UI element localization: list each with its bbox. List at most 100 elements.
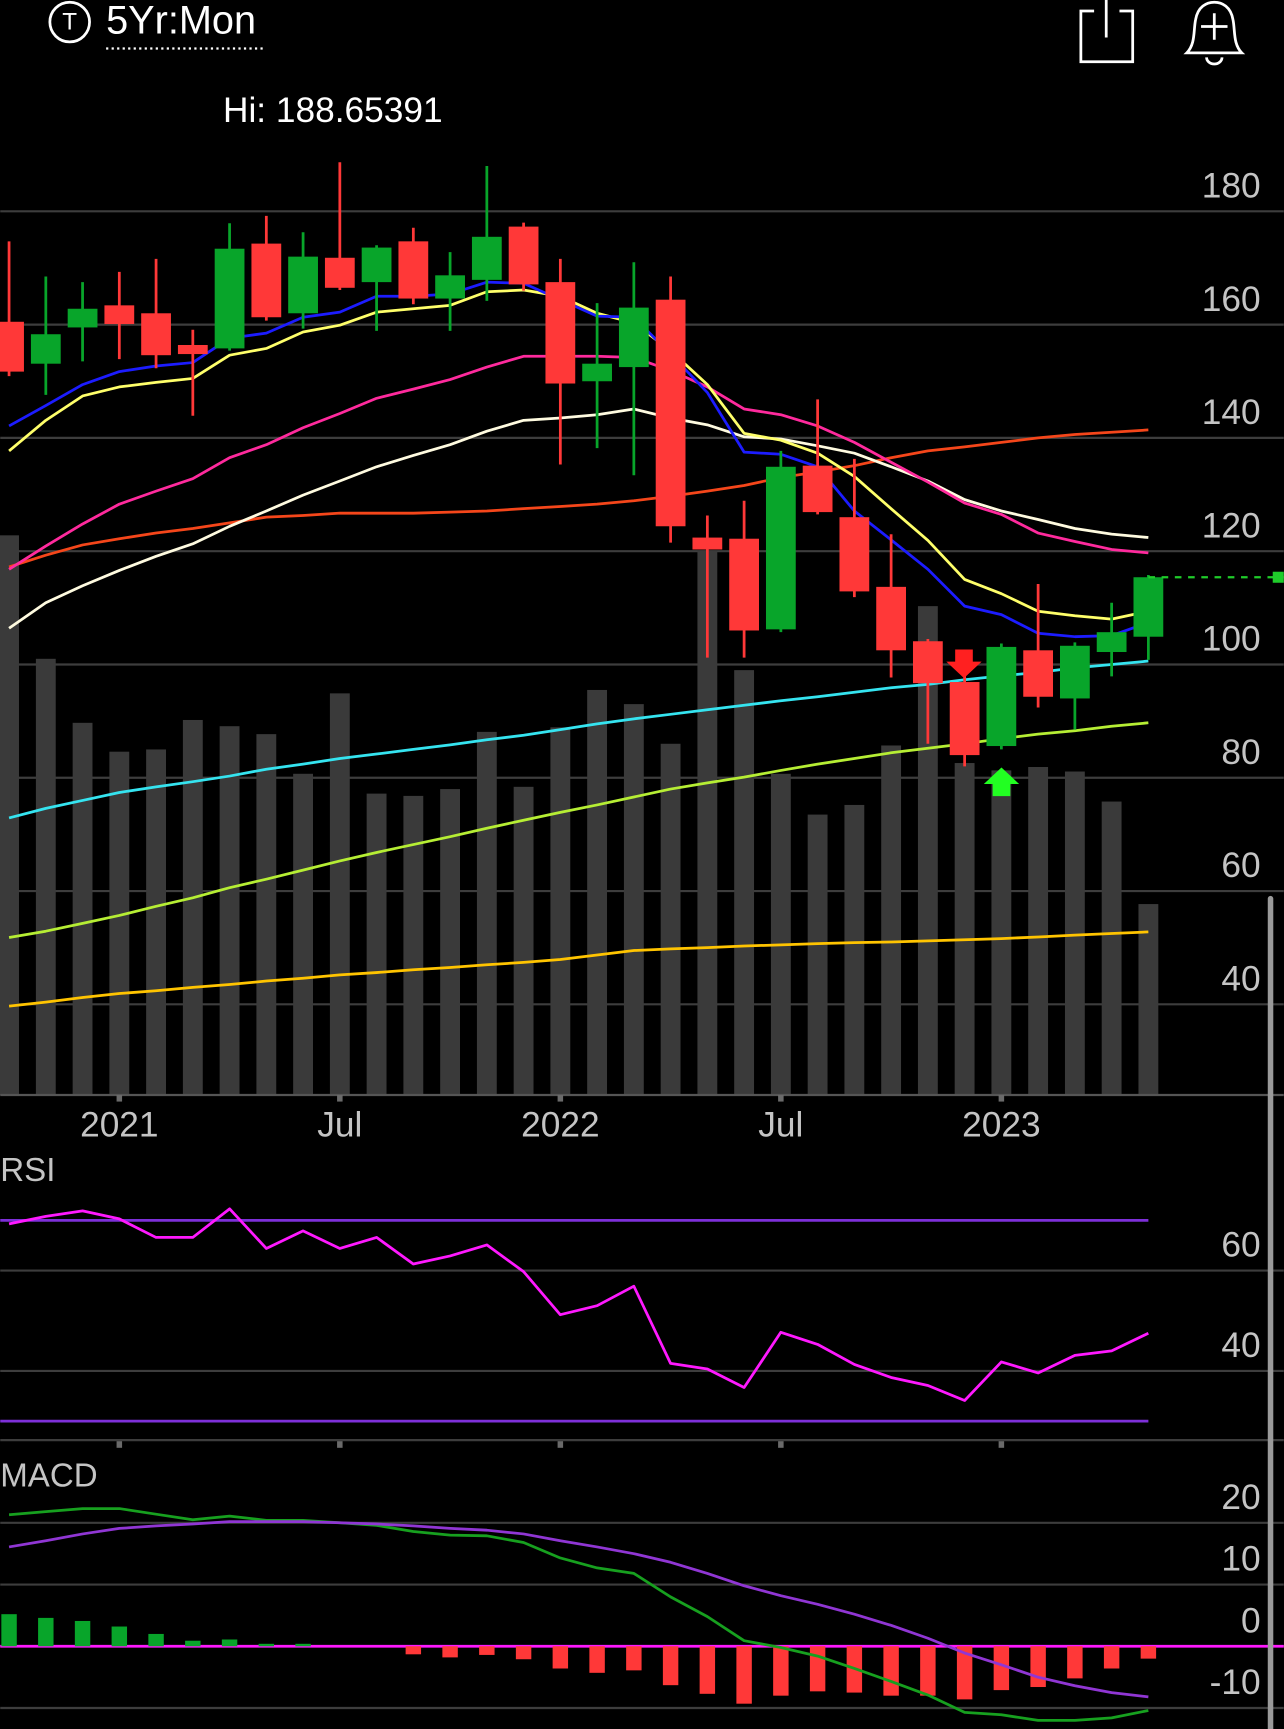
x-tick-label: 2023 <box>962 1105 1040 1144</box>
indicator-line <box>8 1507 1149 1722</box>
histogram-bar <box>883 1646 899 1696</box>
candle-body <box>765 466 796 630</box>
ticker-icon[interactable] <box>48 0 91 44</box>
y-tick-label: 40 <box>1221 1326 1260 1365</box>
volume-bar <box>182 719 203 1095</box>
candle-body <box>1096 632 1127 653</box>
candle-body <box>214 248 245 349</box>
histogram-bar <box>699 1646 716 1694</box>
header: T 5Yr:Mon <box>48 0 1246 66</box>
volume-bar <box>219 726 240 1095</box>
histogram-bar <box>442 1646 458 1658</box>
y-tick-label: 10 <box>1221 1540 1260 1579</box>
ticker-icon-letter: T <box>62 9 77 36</box>
histogram-bar <box>1140 1646 1157 1659</box>
y-tick-label: 140 <box>1202 393 1261 432</box>
share-box <box>1079 9 1135 64</box>
candle-body <box>655 299 686 527</box>
volume-bar <box>844 804 865 1095</box>
candle-body <box>104 305 135 325</box>
volume-bar <box>513 786 534 1095</box>
histogram-bar <box>1030 1646 1046 1688</box>
histogram-bar <box>920 1646 936 1696</box>
volume-bar <box>35 658 56 1095</box>
candle-body <box>876 586 907 651</box>
histogram-bar <box>405 1646 422 1655</box>
histogram-bar <box>626 1646 642 1671</box>
volume-bar <box>587 689 608 1095</box>
candle-body <box>912 641 943 684</box>
rsi-panel: 40 60 RSI <box>0 1152 1284 1448</box>
volume-bar <box>770 773 791 1095</box>
histogram-bar <box>662 1646 679 1686</box>
y-tick-label: -10 <box>1210 1663 1261 1702</box>
volume-bar <box>146 749 166 1095</box>
candle-body <box>251 243 282 318</box>
candle-body <box>177 344 208 355</box>
candle-body <box>67 308 98 328</box>
share-button[interactable] <box>1079 0 1135 64</box>
candle-body <box>802 465 833 513</box>
candle-body <box>839 517 870 592</box>
last-price-marker <box>1272 571 1284 583</box>
histogram-bar <box>111 1626 128 1647</box>
volume-bar <box>1064 771 1085 1095</box>
candle-body <box>141 313 171 356</box>
y-tick-label: 60 <box>1221 1226 1260 1265</box>
histogram-bar <box>1067 1646 1083 1679</box>
candle-body <box>949 682 980 756</box>
bell <box>1183 0 1246 55</box>
volume-bar <box>623 704 644 1095</box>
volume-bar <box>72 722 93 1095</box>
histogram-bar <box>74 1620 91 1647</box>
indicator-line <box>8 930 1149 1008</box>
price-panel: 40 60 80 100 120 140 160 180 2021 Jul 2022 Jul 2023 <box>0 162 1284 1144</box>
candle-body <box>508 226 539 285</box>
y-tick-label: 20 <box>1221 1478 1260 1517</box>
candle-body <box>30 334 61 364</box>
y-tick-label: 0 <box>1241 1601 1261 1640</box>
histogram-bar <box>38 1617 54 1647</box>
candle-body <box>435 275 465 299</box>
volume-bar <box>807 814 828 1095</box>
indicator-line <box>8 407 1149 630</box>
volume-bar <box>660 743 681 1095</box>
volume-bar <box>991 770 1012 1095</box>
bell-plus <box>1201 13 1228 40</box>
histogram-bar <box>1 1614 17 1647</box>
volume-bar <box>0 535 19 1095</box>
candle-body <box>729 538 759 631</box>
indicator-line <box>8 1520 1149 1699</box>
histogram-bar <box>736 1646 752 1704</box>
candle-body <box>471 236 502 280</box>
indicator-line <box>8 354 1149 571</box>
candle-body <box>582 363 612 382</box>
panel-title: RSI <box>0 1152 55 1189</box>
histogram-bar <box>552 1646 569 1669</box>
y-tick-label: 40 <box>1221 959 1260 998</box>
histogram-bar <box>956 1646 973 1700</box>
histogram-bar <box>295 1643 311 1647</box>
volume-bar <box>329 693 350 1095</box>
volume-bar <box>1028 766 1049 1095</box>
histogram-bar <box>221 1639 238 1647</box>
indicator-line <box>8 288 1149 621</box>
timeframe-selector[interactable]: 5Yr:Mon <box>106 0 256 43</box>
volume-bar <box>697 550 718 1095</box>
indicator-line <box>8 659 1149 820</box>
candle-body <box>324 257 355 288</box>
volume-bar <box>440 789 461 1095</box>
histogram-bar <box>515 1646 532 1660</box>
alert-button[interactable] <box>1183 0 1246 66</box>
volume-bar <box>881 745 902 1095</box>
histogram-bar <box>185 1640 201 1647</box>
volume-bar <box>476 731 497 1095</box>
candle-body <box>545 282 576 384</box>
volume-bar <box>403 795 424 1095</box>
sell-signal-arrow <box>946 649 982 679</box>
histogram-bar <box>993 1646 1010 1691</box>
candle-body <box>618 307 649 368</box>
candle-body <box>986 646 1017 747</box>
volume-bar <box>256 734 277 1095</box>
